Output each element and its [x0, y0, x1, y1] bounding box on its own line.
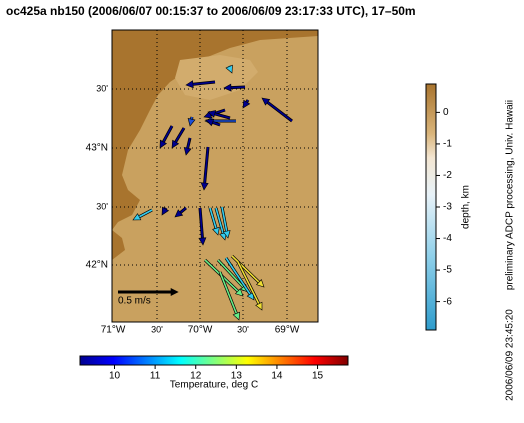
title: oc425a nb150 (2006/06/07 00:15:37 to 200…	[6, 4, 416, 18]
tick-label: 14	[271, 371, 283, 382]
tick-label: -3	[443, 202, 452, 213]
tick-label: 10	[109, 371, 121, 382]
vector-shaft	[231, 87, 245, 88]
lat-label: 42°N	[86, 260, 108, 271]
tick-label: 0	[443, 107, 449, 118]
lat-label: 43°N	[86, 143, 108, 154]
tick-label: -6	[443, 296, 452, 307]
tick-label: 13	[231, 371, 243, 382]
lon-label: 30'	[151, 324, 163, 334]
tick-label: -2	[443, 170, 452, 181]
lat-label: 30'	[96, 201, 108, 211]
depth-colorbar	[426, 84, 436, 330]
lon-label: 71°W	[101, 325, 126, 336]
temperature-colorbar	[80, 356, 348, 365]
lon-label: 70°W	[188, 325, 213, 336]
tick-label: 12	[190, 371, 202, 382]
lon-label: 69°W	[275, 325, 300, 336]
timestamp: 2006/06/09 23:45:20	[505, 309, 516, 401]
lon-label: 30'	[237, 324, 249, 334]
tick-label: -1	[443, 139, 452, 150]
lat-label: 30'	[96, 83, 108, 93]
depth-colorbar-label: depth, km	[461, 185, 472, 229]
temperature-colorbar-label: Temperature, deg C	[170, 380, 258, 391]
scale-label: 0.5 m/s	[118, 296, 151, 307]
vector-shaft	[247, 100, 248, 102]
tick-label: -5	[443, 265, 452, 276]
tick-label: 15	[312, 371, 324, 382]
tick-label: 11	[150, 371, 161, 382]
credit: preliminary ADCP processing, Univ. Hawai…	[505, 100, 516, 290]
tick-label: -4	[443, 233, 452, 244]
